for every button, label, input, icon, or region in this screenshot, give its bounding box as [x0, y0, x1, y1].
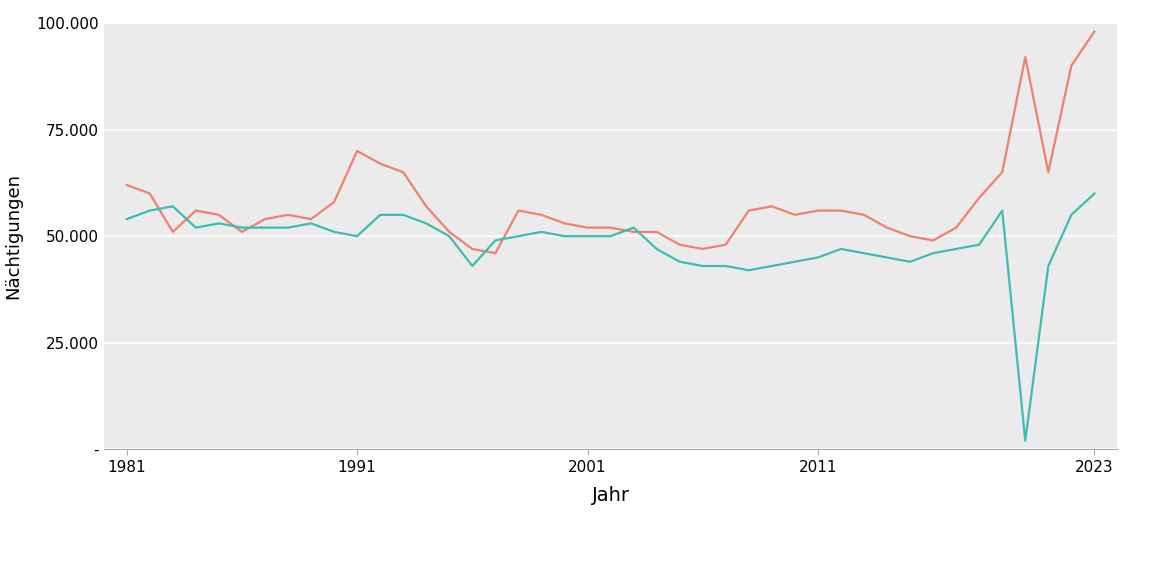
- Sommer: [488, 250, 502, 257]
- Sommer: [235, 229, 249, 236]
- Sommer: [1041, 169, 1055, 176]
- Winter: [949, 245, 963, 252]
- Winter: [258, 224, 272, 231]
- Sommer: [903, 233, 917, 240]
- Winter: [903, 258, 917, 265]
- Sommer: [511, 207, 525, 214]
- Sommer: [696, 245, 710, 252]
- Sommer: [350, 147, 364, 154]
- Sommer: [396, 169, 410, 176]
- Winter: [488, 237, 502, 244]
- Sommer: [811, 207, 825, 214]
- Sommer: [742, 207, 756, 214]
- Winter: [143, 207, 157, 214]
- Winter: [926, 250, 940, 257]
- Sommer: [419, 203, 433, 210]
- Winter: [765, 263, 779, 270]
- Winter: [535, 229, 548, 236]
- Sommer: [949, 224, 963, 231]
- Line: Winter: Winter: [127, 194, 1094, 441]
- Winter: [1064, 211, 1078, 218]
- Winter: [627, 224, 641, 231]
- Winter: [304, 220, 318, 227]
- Sommer: [166, 229, 180, 236]
- Sommer: [627, 229, 641, 236]
- Sommer: [834, 207, 848, 214]
- Winter: [834, 245, 848, 252]
- Winter: [972, 241, 986, 248]
- Winter: [327, 229, 341, 236]
- Sommer: [143, 190, 157, 197]
- Sommer: [327, 199, 341, 206]
- Sommer: [373, 160, 387, 167]
- Sommer: [304, 215, 318, 222]
- Sommer: [258, 215, 272, 222]
- Winter: [880, 254, 894, 261]
- Winter: [696, 263, 710, 270]
- Winter: [166, 203, 180, 210]
- Winter: [120, 215, 134, 222]
- Winter: [189, 224, 203, 231]
- Sommer: [604, 224, 617, 231]
- Sommer: [880, 224, 894, 231]
- Winter: [811, 254, 825, 261]
- Winter: [396, 211, 410, 218]
- Winter: [581, 233, 594, 240]
- Sommer: [212, 211, 226, 218]
- X-axis label: Jahr: Jahr: [592, 486, 629, 505]
- Winter: [350, 233, 364, 240]
- Winter: [604, 233, 617, 240]
- Sommer: [673, 241, 687, 248]
- Sommer: [581, 224, 594, 231]
- Sommer: [926, 237, 940, 244]
- Winter: [1087, 190, 1101, 197]
- Winter: [673, 258, 687, 265]
- Winter: [650, 245, 664, 252]
- Sommer: [120, 181, 134, 188]
- Sommer: [1018, 54, 1032, 60]
- Winter: [742, 267, 756, 274]
- Line: Sommer: Sommer: [127, 32, 1094, 253]
- Winter: [558, 233, 571, 240]
- Winter: [281, 224, 295, 231]
- Sommer: [1064, 62, 1078, 69]
- Sommer: [650, 229, 664, 236]
- Y-axis label: Nächtigungen: Nächtigungen: [5, 173, 22, 299]
- Sommer: [535, 211, 548, 218]
- Sommer: [558, 220, 571, 227]
- Sommer: [281, 211, 295, 218]
- Winter: [373, 211, 387, 218]
- Winter: [995, 207, 1009, 214]
- Sommer: [1087, 28, 1101, 35]
- Sommer: [857, 211, 871, 218]
- Sommer: [995, 169, 1009, 176]
- Sommer: [765, 203, 779, 210]
- Winter: [212, 220, 226, 227]
- Winter: [465, 263, 479, 270]
- Sommer: [788, 211, 802, 218]
- Winter: [857, 250, 871, 257]
- Winter: [1041, 263, 1055, 270]
- Winter: [511, 233, 525, 240]
- Winter: [1018, 437, 1032, 444]
- Winter: [442, 233, 456, 240]
- Winter: [235, 224, 249, 231]
- Winter: [788, 258, 802, 265]
- Sommer: [442, 229, 456, 236]
- Winter: [419, 220, 433, 227]
- Sommer: [465, 245, 479, 252]
- Sommer: [189, 207, 203, 214]
- Sommer: [972, 194, 986, 201]
- Sommer: [719, 241, 733, 248]
- Winter: [719, 263, 733, 270]
